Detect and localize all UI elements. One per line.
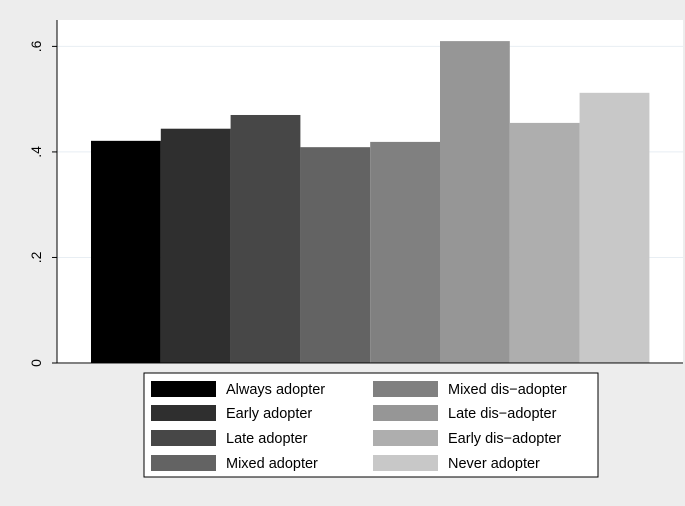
bar-3 (230, 114, 301, 363)
y-tick-label: 0 (28, 359, 44, 367)
legend-label-8: Never adopter (448, 456, 540, 472)
legend-swatch-6 (373, 405, 438, 421)
legend-swatch-5 (373, 381, 438, 397)
legend-label-3: Late adopter (226, 431, 308, 447)
bar-4 (300, 147, 371, 363)
y-tick-label: .4 (28, 146, 44, 158)
legend-label-4: Mixed adopter (226, 456, 318, 472)
legend-label-5: Mixed dis−adopter (448, 382, 567, 398)
legend-swatch-7 (373, 430, 438, 446)
legend-swatch-2 (151, 405, 216, 421)
legend-swatch-1 (151, 381, 216, 397)
legend-swatch-3 (151, 430, 216, 446)
y-tick-label: .6 (28, 40, 44, 52)
bar-6 (440, 41, 510, 363)
legend-swatch-8 (373, 455, 438, 471)
legend-label-1: Always adopter (226, 382, 325, 398)
bar-5 (370, 141, 440, 363)
bar-7 (509, 122, 580, 364)
bar-1 (91, 140, 161, 363)
y-tick-label: .2 (28, 251, 44, 263)
y-axis: 0 .2 .4 .6 (28, 20, 683, 367)
legend: Always adopter Early adopter Late adopter M… (143, 372, 599, 478)
legend-label-2: Early adopter (226, 406, 312, 422)
legend-swatch-4 (151, 455, 216, 471)
legend-label-7: Early dis−adopter (448, 431, 561, 447)
legend-box (143, 372, 599, 478)
legend-label-6: Late dis−adopter (448, 406, 557, 422)
bar-8 (579, 92, 650, 364)
bar-layer (91, 41, 650, 364)
bar-2 (160, 128, 231, 363)
